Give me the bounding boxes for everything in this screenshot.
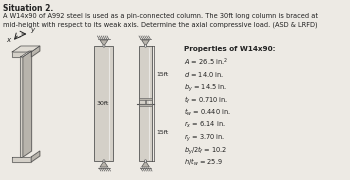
Text: $t_f$ = 0.710 in.: $t_f$ = 0.710 in. xyxy=(184,94,229,106)
Circle shape xyxy=(103,160,105,162)
Polygon shape xyxy=(31,46,40,57)
Bar xyxy=(139,103,152,105)
Polygon shape xyxy=(100,161,108,167)
Text: 15ft: 15ft xyxy=(156,72,168,77)
Text: 30ft: 30ft xyxy=(96,101,108,106)
Bar xyxy=(145,100,146,103)
Polygon shape xyxy=(100,40,108,46)
Text: $d$ = 14.0 in.: $d$ = 14.0 in. xyxy=(184,69,225,78)
Text: $t_w$ = 0.440 in.: $t_w$ = 0.440 in. xyxy=(184,107,231,118)
Circle shape xyxy=(103,45,105,47)
Text: A W14x90 of A992 steel is used as a pin-connected column. The 30ft long column i: A W14x90 of A992 steel is used as a pin-… xyxy=(4,13,318,19)
Text: $b_y/2t_f$ = 10.2: $b_y/2t_f$ = 10.2 xyxy=(184,145,228,157)
Text: x: x xyxy=(6,37,10,43)
Text: $r_x$ = 6.14 in.: $r_x$ = 6.14 in. xyxy=(184,120,226,130)
Bar xyxy=(139,98,152,100)
Polygon shape xyxy=(12,52,31,57)
Polygon shape xyxy=(23,51,32,157)
Circle shape xyxy=(145,45,147,47)
Text: $h/t_w$ = 25.9: $h/t_w$ = 25.9 xyxy=(184,157,223,168)
Polygon shape xyxy=(31,151,40,162)
Text: Properties of W14x90:: Properties of W14x90: xyxy=(184,46,276,52)
Bar xyxy=(94,46,113,161)
Text: y: y xyxy=(30,27,34,33)
Text: $r_y$ = 3.70 in.: $r_y$ = 3.70 in. xyxy=(184,132,226,143)
Text: mid-height with respect to its weak axis. Determine the axial compressive load. : mid-height with respect to its weak axis… xyxy=(4,21,318,28)
Text: 15ft: 15ft xyxy=(156,130,168,135)
Circle shape xyxy=(145,160,147,162)
Polygon shape xyxy=(142,161,149,167)
Bar xyxy=(139,46,152,161)
Polygon shape xyxy=(12,157,31,162)
Polygon shape xyxy=(142,40,149,46)
Text: Situation 2.: Situation 2. xyxy=(4,4,54,13)
Polygon shape xyxy=(20,51,32,57)
Polygon shape xyxy=(20,57,23,157)
Text: $A$ = 26.5 in.$^{2}$: $A$ = 26.5 in.$^{2}$ xyxy=(184,57,229,68)
Text: $b_y$ = 14.5 in.: $b_y$ = 14.5 in. xyxy=(184,82,228,93)
Polygon shape xyxy=(12,46,40,52)
